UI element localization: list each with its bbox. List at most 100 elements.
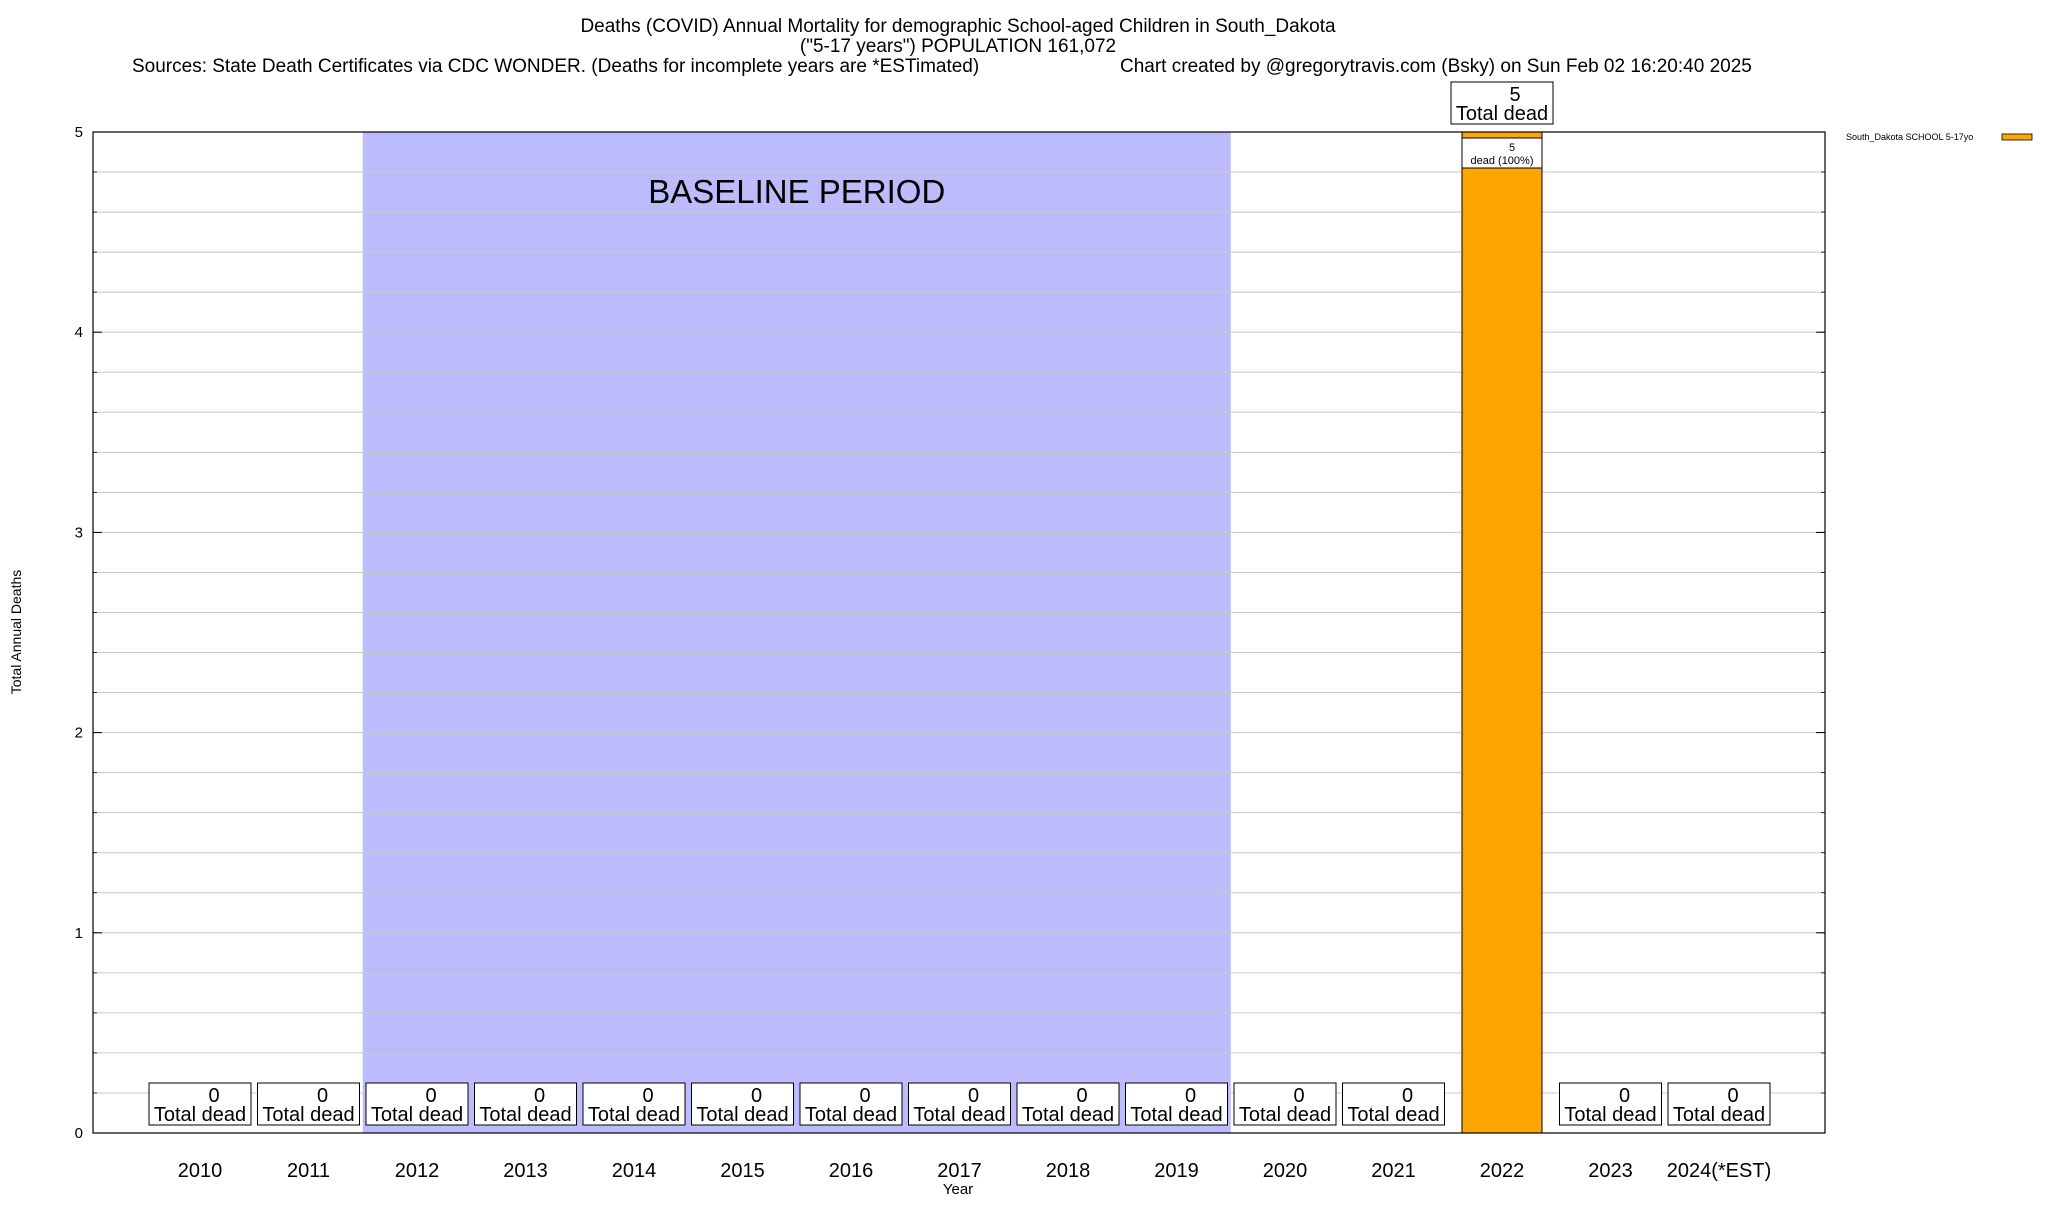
x-tick-label: 2024(*EST) [1667, 1160, 1772, 1182]
y-tick-label: 0 [75, 1125, 83, 1142]
total-label-text: Total dead [1239, 1104, 1331, 1126]
total-label-value: 0 [1402, 1085, 1413, 1107]
x-tick-label: 2019 [1154, 1160, 1199, 1182]
bar [1461, 131, 1543, 1134]
total-label-box [1125, 1082, 1228, 1126]
x-tick-label: 2017 [937, 1160, 982, 1182]
total-label-box [365, 1082, 469, 1126]
y-tick-label: 1 [75, 925, 83, 942]
chart-title: Deaths (COVID) Annual Mortality for demo… [132, 16, 1752, 77]
total-label-text: Total dead [1022, 1104, 1114, 1126]
total-label-text: Total dead [588, 1104, 680, 1126]
total-label-text: Total dead [1673, 1104, 1765, 1126]
total-label-value: 0 [859, 1085, 870, 1107]
total-label-value: 5 [1509, 84, 1520, 106]
total-label-text: Total dead [1347, 1104, 1439, 1126]
total-label-value: 0 [1185, 1085, 1196, 1107]
total-label-text: Total dead [1456, 103, 1548, 125]
total-label-box [582, 1082, 686, 1126]
total-label-text: Total dead [805, 1104, 897, 1126]
segment-label-count: 5 [1509, 142, 1515, 154]
total-label-value: 0 [208, 1085, 219, 1107]
segment-label-text: dead (100%) [1471, 155, 1534, 167]
y-tick-label: 3 [75, 524, 83, 541]
total-label-text: Total dead [262, 1104, 354, 1126]
total-label-box [691, 1082, 794, 1126]
baseline-period-label: BASELINE PERIOD [648, 173, 945, 210]
total-label-value: 0 [425, 1085, 436, 1107]
x-tick-label: 2018 [1046, 1160, 1091, 1182]
x-tick-label: 2023 [1588, 1160, 1633, 1182]
total-label-value: 0 [1293, 1085, 1304, 1107]
total-label-box [1016, 1082, 1120, 1126]
x-tick-label: 2013 [503, 1160, 548, 1182]
plot-frame [92, 131, 1826, 1134]
total-label-value: 0 [317, 1085, 328, 1107]
total-label-box [474, 1082, 577, 1126]
x-tick-label: 2012 [395, 1160, 440, 1182]
segment-label-box [1461, 137, 1543, 169]
total-label-text: Total dead [154, 1104, 246, 1126]
y-tick-label: 4 [75, 324, 83, 341]
chart-credit: Chart created by @gregorytravis.com (Bsk… [1120, 56, 1752, 77]
total-label-box [1559, 1082, 1662, 1126]
x-tick-label: 2014 [612, 1160, 657, 1182]
total-label-value: 0 [1727, 1085, 1738, 1107]
y-axis-title: Total Annual Deaths [8, 570, 24, 695]
total-label-value: 0 [534, 1085, 545, 1107]
legend-label: South_Dakota SCHOOL 5-17yo [1846, 132, 1973, 142]
total-label-box [257, 1082, 360, 1126]
y-tick-label: 2 [75, 725, 83, 742]
x-axis-title: Year [943, 1181, 973, 1198]
total-label-text: Total dead [479, 1104, 571, 1126]
x-tick-label: 2011 [287, 1160, 330, 1182]
total-label-text: Total dead [371, 1104, 463, 1126]
title-line-1: Deaths (COVID) Annual Mortality for demo… [580, 16, 1336, 37]
legend-swatch [2001, 133, 2033, 141]
legend: South_Dakota SCHOOL 5-17yo [1846, 132, 2033, 142]
total-label-value: 0 [751, 1085, 762, 1107]
title-line-2: ("5-17 years") POPULATION 161,072 [800, 36, 1116, 57]
x-tick-label: 2016 [829, 1160, 874, 1182]
x-tick-label: 2022 [1480, 1160, 1525, 1182]
total-label-value: 0 [642, 1085, 653, 1107]
y-tick-label: 5 [75, 124, 83, 141]
total-label-box [1342, 1082, 1445, 1126]
total-label-value: 0 [1619, 1085, 1630, 1107]
x-tick-label: 2010 [178, 1160, 223, 1182]
total-label-box [1450, 81, 1554, 125]
total-label-value: 0 [968, 1085, 979, 1107]
total-label-box [148, 1082, 252, 1126]
total-label-text: Total dead [696, 1104, 788, 1126]
total-label-box [1233, 1082, 1337, 1126]
total-label-box [908, 1082, 1011, 1126]
total-label-text: Total dead [913, 1104, 1005, 1126]
x-tick-label: 2020 [1263, 1160, 1308, 1182]
total-label-box [799, 1082, 903, 1126]
x-tick-label: 2015 [720, 1160, 765, 1182]
baseline-period-band [362, 132, 1231, 1133]
total-label-box [1667, 1082, 1771, 1126]
total-label-text: Total dead [1564, 1104, 1656, 1126]
sources-note: Sources: State Death Certificates via CD… [132, 56, 979, 77]
x-tick-label: 2021 [1371, 1160, 1416, 1182]
total-label-value: 0 [1076, 1085, 1087, 1107]
total-label-text: Total dead [1130, 1104, 1222, 1126]
